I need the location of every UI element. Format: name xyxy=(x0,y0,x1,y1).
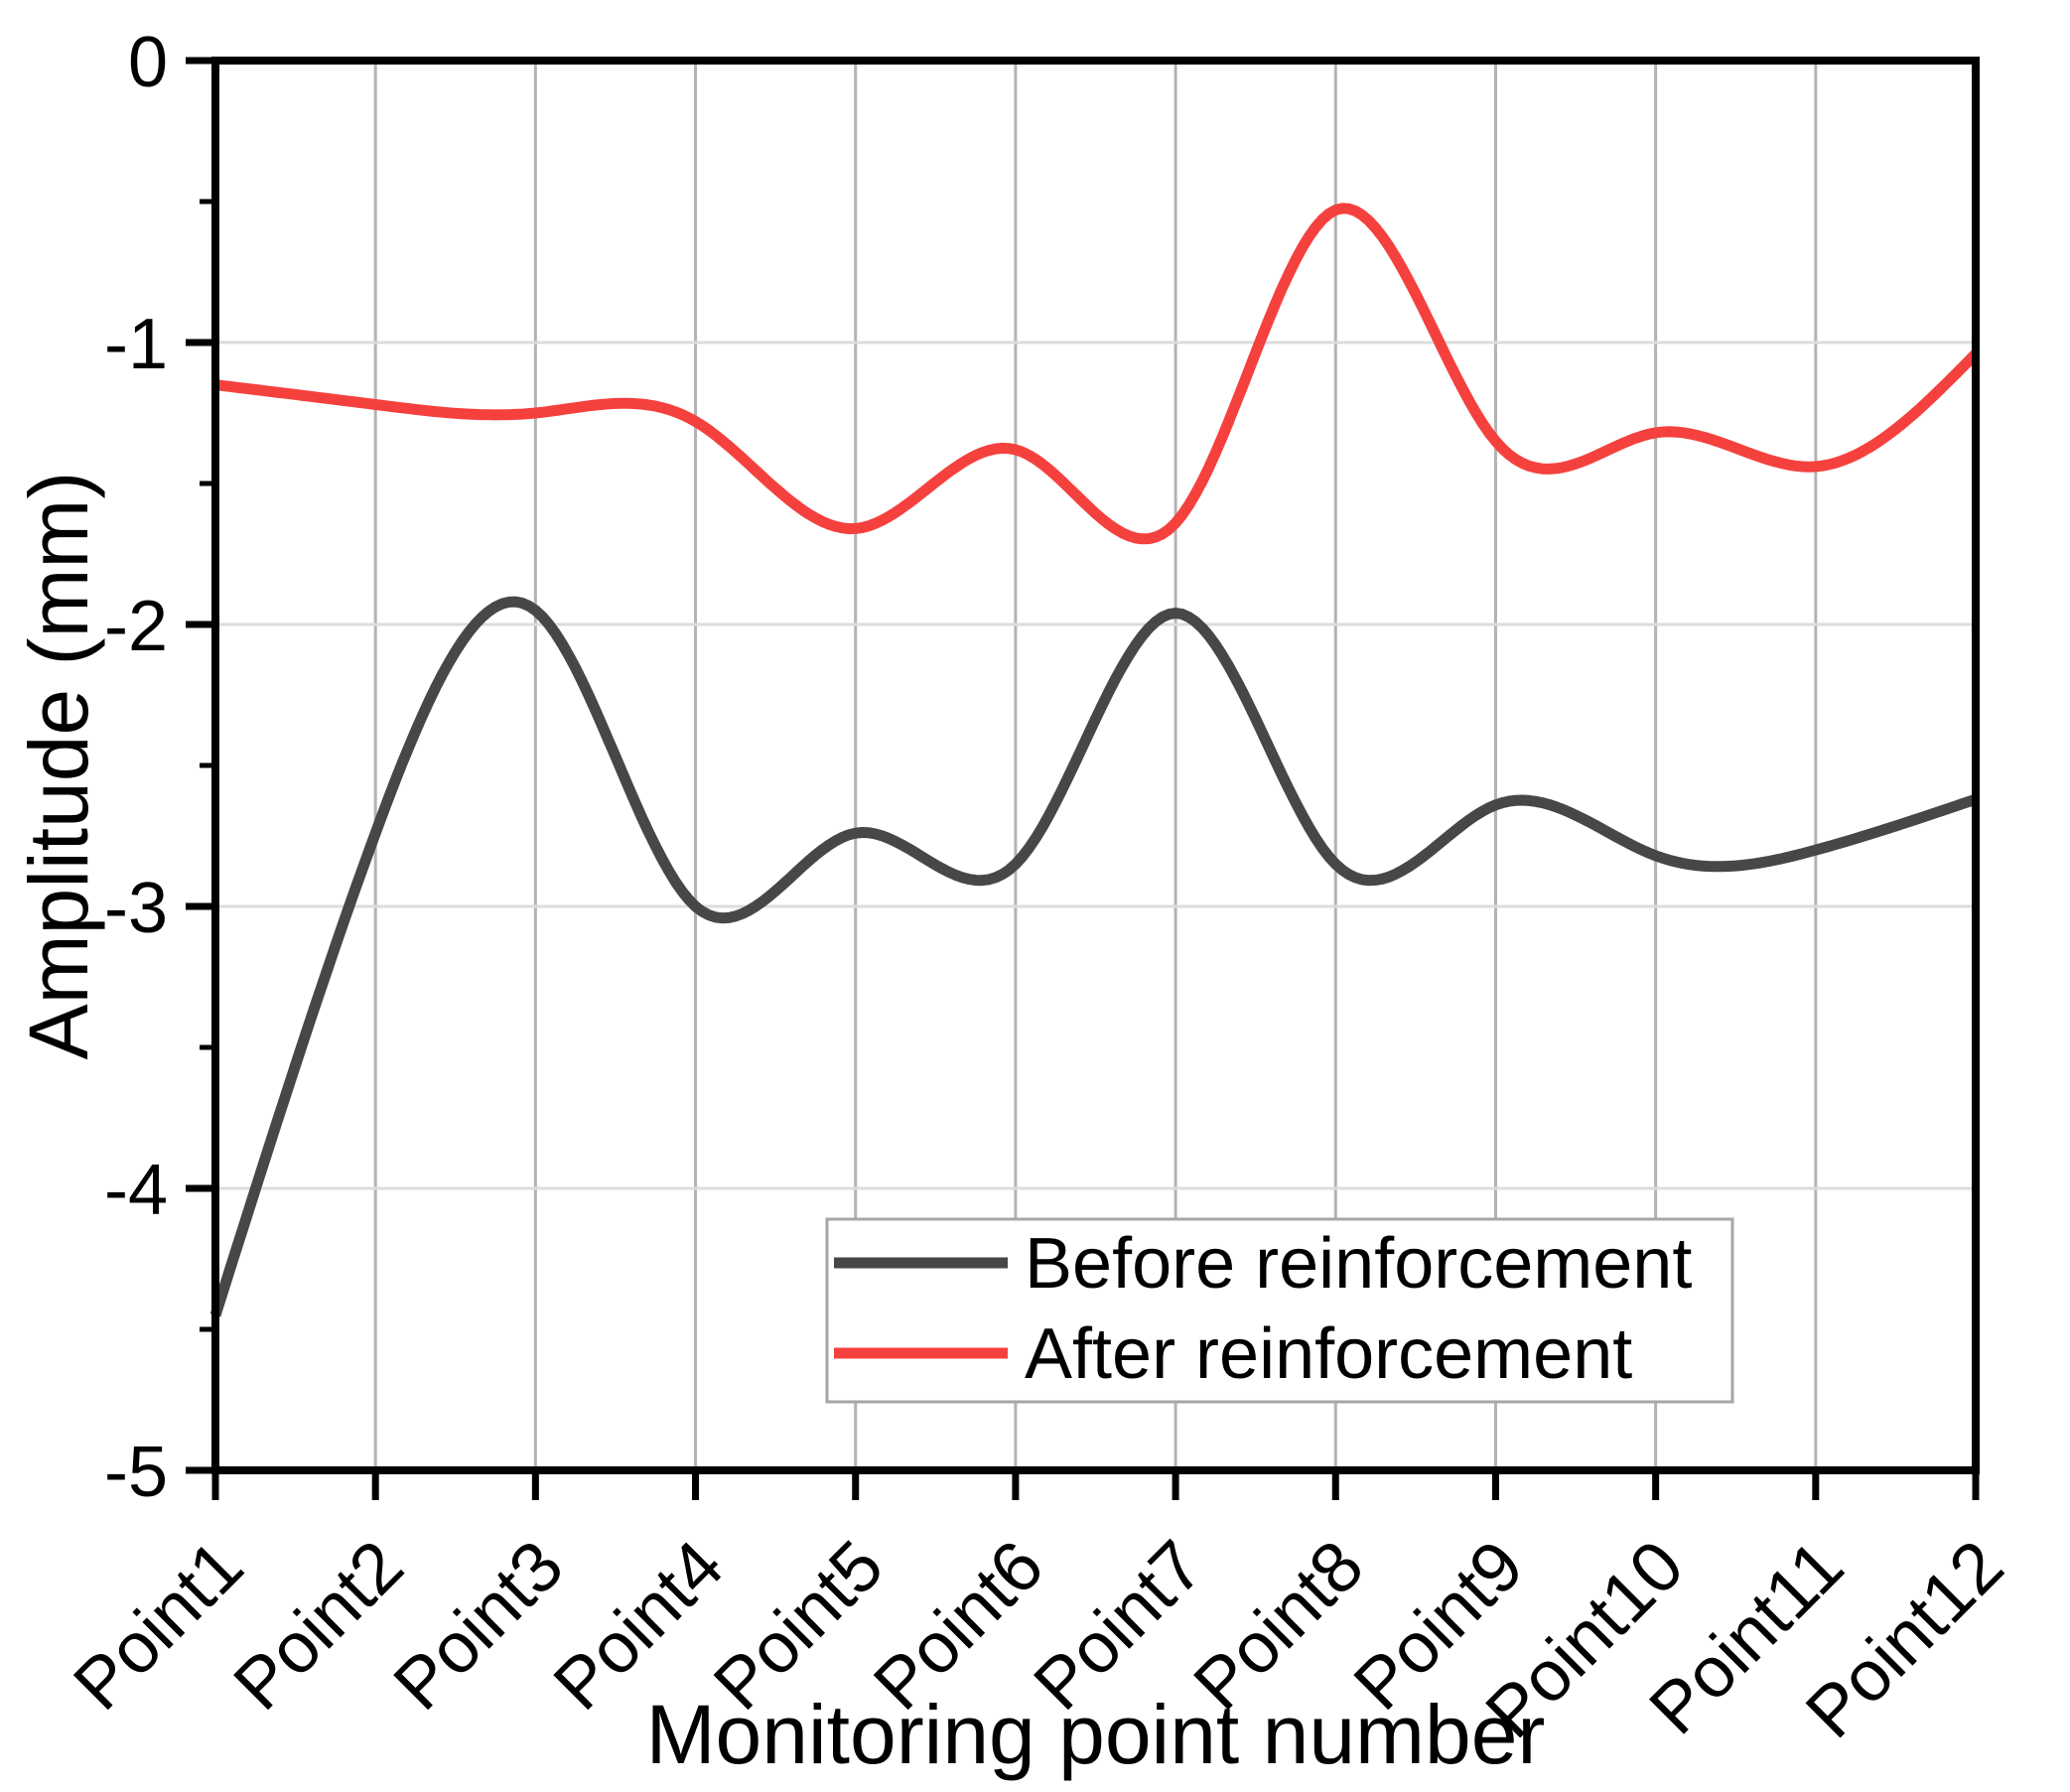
series-line-after-reinforcement xyxy=(214,203,1980,545)
x-axis-title: Monitoring point number xyxy=(646,1688,1546,1781)
y-tick-label: -4 xyxy=(104,1151,168,1230)
series-layer xyxy=(209,203,1980,1317)
y-axis-title: Amplitude (mm) xyxy=(12,472,105,1060)
series-line-before-reinforcement xyxy=(209,596,1978,1317)
y-tick-label: -1 xyxy=(104,305,168,384)
legend-box xyxy=(825,1217,1734,1404)
legend-layer: Before reinforcement After reinforcement xyxy=(825,1217,1734,1404)
x-tick-label: Point2 xyxy=(219,1526,419,1725)
legend-label-before-reinforcement: Before reinforcement xyxy=(1025,1224,1692,1304)
x-tick-label: Point3 xyxy=(379,1526,579,1725)
y-tick-label: 0 xyxy=(128,23,168,102)
ticks-layer xyxy=(186,57,1980,1500)
legend-label-after-reinforcement: After reinforcement xyxy=(1025,1314,1632,1394)
y-tick-label: -2 xyxy=(104,587,168,666)
x-tick-label: Point1 xyxy=(59,1526,258,1725)
y-tick-label: -5 xyxy=(104,1433,168,1512)
grid-layer xyxy=(215,61,1976,1470)
y-tick-label: -3 xyxy=(104,869,168,948)
